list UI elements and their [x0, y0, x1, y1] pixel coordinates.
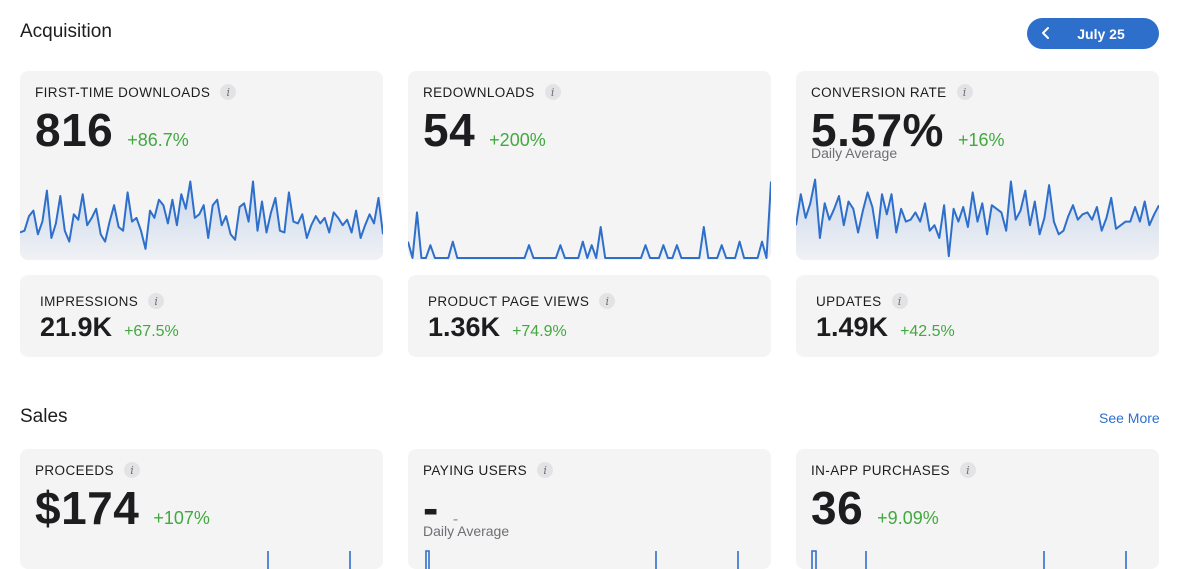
info-icon[interactable]: i — [123, 462, 140, 478]
card-label: UPDATES — [816, 293, 882, 309]
metric-value: 36 — [811, 482, 864, 534]
info-icon[interactable]: i — [956, 84, 973, 100]
metric-value: $174 — [35, 482, 140, 534]
daily-average-label: Daily Average — [811, 145, 898, 161]
card-label: CONVERSION RATE — [811, 84, 947, 100]
daily-average-label: Daily Average — [423, 523, 510, 539]
sales-title: Sales — [20, 406, 68, 427]
acquisition-title: Acquisition — [20, 21, 112, 42]
date-selector-button[interactable]: July 25 — [1027, 18, 1159, 49]
proceeds-sparkline — [267, 551, 351, 569]
paying-users-card[interactable]: PAYING USERS i - - Daily Average — [408, 449, 771, 569]
card-label: FIRST-TIME DOWNLOADS — [35, 84, 211, 100]
info-icon[interactable]: i — [959, 462, 976, 478]
sparkline-area — [20, 181, 383, 260]
metric-change: +86.7% — [127, 130, 189, 150]
card-label: IMPRESSIONS — [40, 293, 139, 309]
info-icon[interactable]: i — [544, 84, 561, 100]
metric-value: 21.9K — [40, 312, 113, 342]
sparkline-line — [796, 178, 1159, 258]
sparkline-area — [408, 181, 771, 260]
metric-value: 5.57% — [811, 104, 944, 156]
info-icon[interactable]: i — [537, 462, 554, 478]
first-time-downloads-sparkline — [20, 180, 383, 260]
redownloads-card[interactable]: REDOWNLOADS i 54 +200% — [408, 71, 771, 260]
info-icon[interactable]: i — [891, 293, 908, 309]
proceeds-card[interactable]: PROCEEDS i $174 +107% — [20, 449, 383, 569]
metric-value: 816 — [35, 104, 114, 156]
metric-value: 1.36K — [428, 312, 501, 342]
card-label: PROCEEDS — [35, 462, 114, 478]
paying-users-sparkline — [425, 550, 739, 569]
sparkline-area — [796, 179, 1159, 260]
in-app-purchases-sparkline — [811, 550, 1127, 569]
sparkline-line — [408, 181, 771, 259]
card-label: REDOWNLOADS — [423, 84, 535, 100]
metric-change: +107% — [153, 508, 210, 528]
metric-change: +74.9% — [512, 323, 567, 340]
metric-change: +42.5% — [900, 323, 955, 340]
info-icon[interactable]: i — [148, 293, 165, 309]
redownloads-sparkline — [408, 181, 771, 260]
metric-value: 1.49K — [816, 312, 889, 342]
info-icon[interactable]: i — [599, 293, 616, 309]
card-label: PAYING USERS — [423, 462, 528, 478]
card-label: PRODUCT PAGE VIEWS — [428, 293, 590, 309]
metric-change: +200% — [489, 130, 546, 150]
metric-value: - — [423, 482, 439, 534]
sparkline-line — [20, 180, 383, 250]
metric-value: 54 — [423, 104, 476, 156]
date-label: July 25 — [1077, 25, 1125, 42]
metric-change: +67.5% — [124, 323, 179, 340]
first-time-downloads-card[interactable]: FIRST-TIME DOWNLOADS i 816 +86.7% — [20, 71, 383, 260]
in-app-purchases-card[interactable]: IN-APP PURCHASES i 36 +9.09% — [796, 449, 1159, 569]
impressions-card[interactable]: IMPRESSIONS i 21.9K +67.5% — [20, 275, 383, 357]
product-page-views-card[interactable]: PRODUCT PAGE VIEWS i 1.36K +74.9% — [408, 275, 771, 357]
see-more-link[interactable]: See More — [1099, 410, 1160, 426]
conversion-rate-card[interactable]: CONVERSION RATE i 5.57% +16% Daily Avera… — [796, 71, 1159, 260]
updates-card[interactable]: UPDATES i 1.49K +42.5% — [796, 275, 1159, 357]
chevron-left-icon[interactable] — [1039, 26, 1053, 40]
metric-change: - — [452, 511, 459, 528]
info-icon[interactable]: i — [220, 84, 237, 100]
metric-change: +9.09% — [877, 508, 939, 528]
card-label: IN-APP PURCHASES — [811, 462, 950, 478]
conversion-rate-sparkline — [796, 178, 1159, 260]
metric-change: +16% — [957, 130, 1005, 150]
